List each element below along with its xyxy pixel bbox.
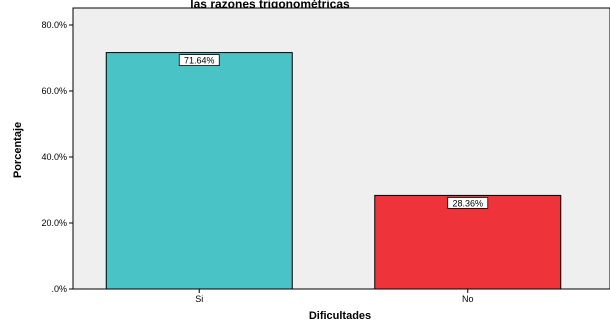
y-tick-label: 80.0%	[41, 20, 67, 30]
x-tick-label: No	[462, 294, 474, 304]
y-axis-title: Porcentaje	[12, 122, 24, 178]
y-tick-label: 40.0%	[41, 152, 67, 162]
data-label: 28.36%	[452, 198, 483, 208]
y-tick-label: 20.0%	[41, 218, 67, 228]
y-tick-label: .0%	[51, 284, 67, 294]
x-axis: Si No	[195, 289, 474, 304]
chart-title: las razones trigonométricas	[190, 0, 350, 11]
data-label-box	[447, 197, 489, 209]
bars: 71.64% 28.36%	[105, 52, 562, 290]
data-label-box	[178, 54, 220, 66]
y-tick-label: 60.0%	[41, 86, 67, 96]
bar-no	[374, 194, 562, 290]
x-tick-label: Si	[195, 294, 203, 304]
y-axis: .0% 20.0% 40.0% 60.0% 80.0%	[41, 20, 73, 294]
bar-si	[105, 52, 293, 290]
data-label: 71.64%	[184, 56, 215, 66]
x-axis-title: Dificultades	[309, 310, 371, 321]
